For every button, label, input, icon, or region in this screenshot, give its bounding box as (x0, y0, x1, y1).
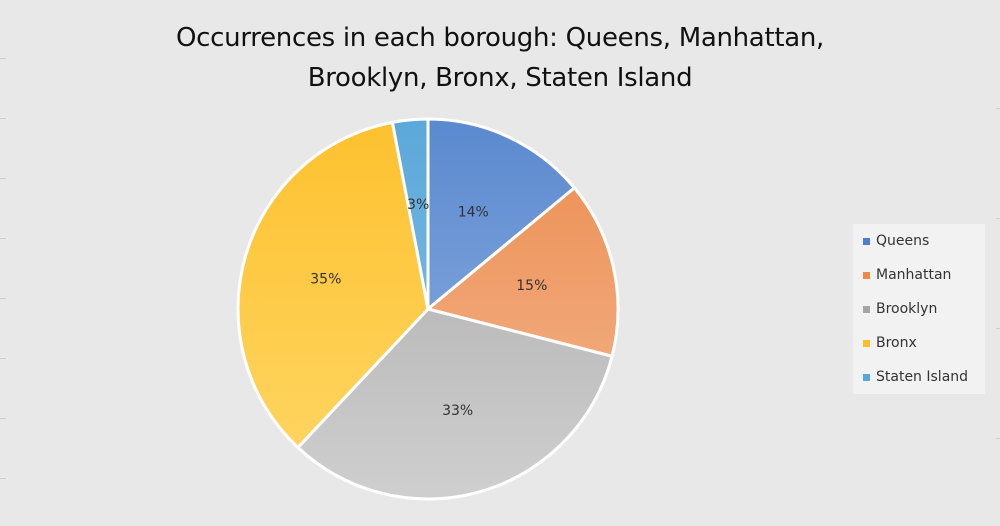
legend-swatch-bronx (863, 340, 870, 347)
legend-item-brooklyn[interactable]: Brooklyn (853, 297, 985, 331)
legend-swatch-manhattan (863, 272, 870, 279)
legend-label-queens: Queens (876, 233, 930, 249)
legend-label-bronx: Bronx (876, 335, 917, 351)
sheet-gridline (0, 418, 6, 419)
legend-item-manhattan[interactable]: Manhattan (853, 263, 985, 297)
legend-swatch-brooklyn (863, 306, 870, 313)
legend-swatch-queens (863, 238, 870, 245)
sheet-gridline (0, 358, 6, 359)
sheet-gridline (0, 298, 6, 299)
chart-title-line-1: Occurrences in each borough: Queens, Man… (175, 23, 825, 53)
chart-title: Occurrences in each borough: Queens, Man… (0, 18, 1000, 98)
chart-title-line-2: Brooklyn, Bronx, Staten Island (307, 63, 693, 93)
sheet-gridline (0, 58, 6, 59)
legend-item-bronx[interactable]: Bronx (853, 331, 985, 365)
pie-slice-manhattan[interactable] (426, 186, 620, 358)
pie-slice-queens[interactable] (426, 117, 576, 311)
legend-item-queens[interactable]: Queens (853, 229, 985, 263)
pie-slice-bronx[interactable] (236, 120, 430, 450)
pie-slice-staten-island[interactable] (390, 117, 430, 311)
sheet-gridline (0, 478, 6, 479)
data-label-brooklyn: 33% (442, 403, 473, 419)
pie-slice-brooklyn[interactable] (296, 307, 614, 501)
legend-item-staten-island[interactable]: Staten Island (853, 365, 985, 399)
sheet-gridline (0, 178, 6, 179)
legend-label-manhattan: Manhattan (876, 267, 952, 283)
data-label-bronx: 35% (310, 271, 341, 287)
sheet-gridline (996, 328, 1000, 329)
sheet-gridline (996, 438, 1000, 439)
legend-label-brooklyn: Brooklyn (876, 301, 938, 317)
data-label-queens: 14% (458, 205, 489, 221)
sheet-gridline (0, 118, 6, 119)
pie-slices (236, 117, 620, 501)
data-label-staten-island: 3% (407, 197, 429, 213)
pie-labels: 14% 15% 33% 35% 3% (310, 197, 547, 419)
sheet-gridline (996, 108, 1000, 109)
sheet-gridline (0, 238, 6, 239)
data-label-manhattan: 15% (516, 278, 547, 294)
legend: Queens Manhattan Brooklyn Bronx Staten Islan… (853, 224, 985, 394)
sheet-gridline (996, 218, 1000, 219)
legend-swatch-staten-island (863, 374, 870, 381)
legend-label-staten-island: Staten Island (876, 369, 969, 385)
